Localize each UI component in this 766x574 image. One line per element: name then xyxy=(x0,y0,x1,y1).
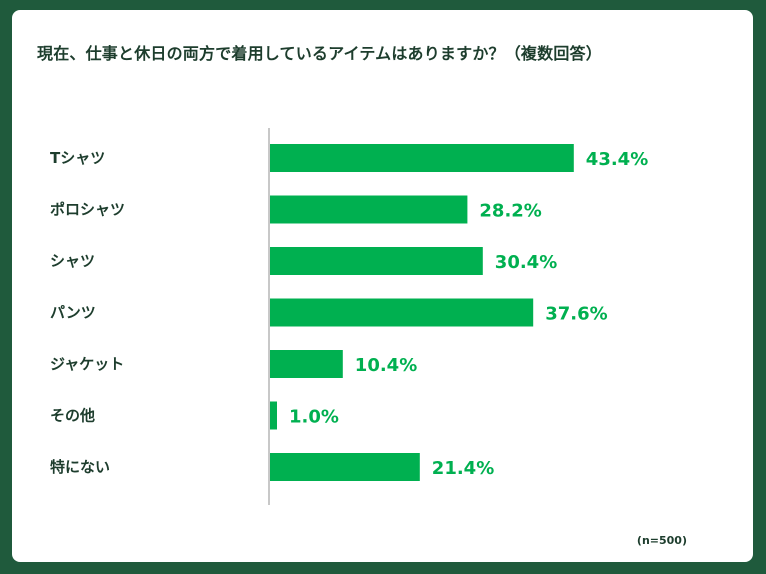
bar xyxy=(270,298,534,327)
bar xyxy=(270,401,277,430)
category-label: ポロシャツ xyxy=(50,201,125,219)
bar xyxy=(270,144,574,172)
category-label: ジャケット xyxy=(50,355,124,373)
value-label: 21.4% xyxy=(432,458,494,479)
bar xyxy=(270,350,343,378)
value-label: 43.4% xyxy=(586,149,648,170)
category-label: Tシャツ xyxy=(50,149,105,167)
value-label: 37.6% xyxy=(545,304,607,325)
category-label: シャツ xyxy=(50,252,95,270)
chart-title: 現在、仕事と休日の両方で着用しているアイテムはありますか？（複数回答） xyxy=(37,44,602,63)
bar xyxy=(270,247,483,275)
value-label: 30.4% xyxy=(495,252,557,273)
value-label: 10.4% xyxy=(355,355,417,376)
value-label: 1.0% xyxy=(289,407,339,428)
value-label: 28.2% xyxy=(479,201,541,222)
chart-card: 現在、仕事と休日の両方で着用しているアイテムはありますか？（複数回答） Tシャツ… xyxy=(12,10,753,562)
bar xyxy=(270,453,420,481)
category-label: その他 xyxy=(50,407,95,425)
bar-chart: Tシャツ 43.4% ポロシャツ 28.2% シャツ 30.4% パンツ 37.6% ジャケット… xyxy=(50,128,648,505)
category-label: 特にない xyxy=(50,458,110,476)
bar xyxy=(270,195,468,224)
sample-size-note: (n=500) xyxy=(636,534,687,547)
category-label: パンツ xyxy=(50,304,96,322)
